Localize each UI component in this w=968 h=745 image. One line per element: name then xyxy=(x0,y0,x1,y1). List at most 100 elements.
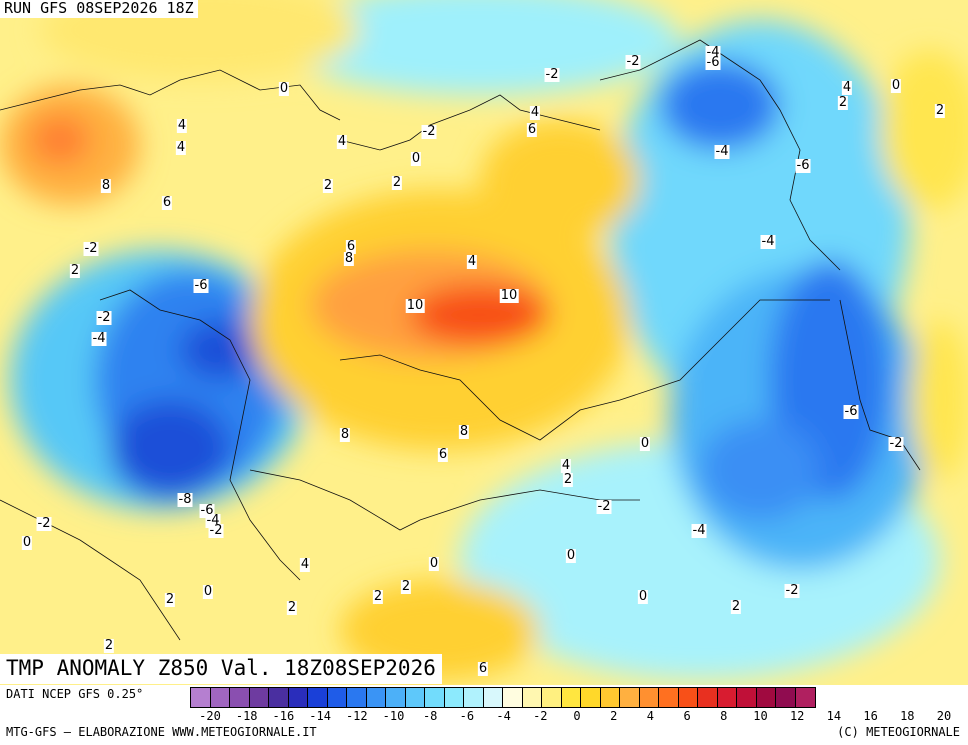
colorbar-tick: -6 xyxy=(459,709,475,723)
colorbar-tick: -18 xyxy=(235,709,258,723)
contour-label: -4 xyxy=(760,234,776,249)
contour-label: -2 xyxy=(544,67,560,82)
contour-label: 8 xyxy=(458,424,470,439)
contour-label: 4 xyxy=(175,140,187,155)
colorbar-tick: 14 xyxy=(826,709,842,723)
colorbar-swatch xyxy=(386,688,406,707)
colorbar-tick: 2 xyxy=(610,709,618,723)
copyright: (C) METEOGIORNALE xyxy=(837,725,960,739)
contour-label: 10 xyxy=(405,298,425,313)
contour-label: 0 xyxy=(890,78,902,93)
colorbar-swatch xyxy=(600,688,620,707)
colorbar-tick: 12 xyxy=(789,709,805,723)
contour-label: 2 xyxy=(730,599,742,614)
contour-label: 6 xyxy=(437,447,449,462)
anomaly-map xyxy=(0,0,968,685)
contour-label: 2 xyxy=(164,592,176,607)
contour-label: -4 xyxy=(714,144,730,159)
colorbar-tick: -10 xyxy=(382,709,405,723)
colorbar-swatch xyxy=(249,688,269,707)
colorbar-swatch xyxy=(561,688,581,707)
colorbar-tick: -14 xyxy=(309,709,331,723)
colorbar-swatch xyxy=(776,688,796,707)
colorbar-swatch xyxy=(678,688,698,707)
map-title: TMP ANOMALY Z850 Val. 18Z08SEP2026 xyxy=(0,654,442,684)
contour-label: -2 xyxy=(596,499,612,514)
colorbar-tick: 20 xyxy=(936,709,952,723)
colorbar-swatch xyxy=(542,688,562,707)
colorbar-swatch xyxy=(756,688,776,707)
colorbar-swatch xyxy=(464,688,484,707)
colorbar-swatch xyxy=(230,688,250,707)
contour-label: -2 xyxy=(888,436,904,451)
contour-label: 2 xyxy=(69,263,81,278)
contour-label: 0 xyxy=(278,81,290,96)
colorbar-swatch xyxy=(698,688,718,707)
colorbar-tick: 6 xyxy=(683,709,691,723)
contour-label: -2 xyxy=(96,310,112,325)
colorbar-tick: 8 xyxy=(720,709,728,723)
contour-label: 2 xyxy=(103,638,115,653)
contour-label: 0 xyxy=(637,589,649,604)
colorbar-swatch xyxy=(405,688,425,707)
colorbar-swatch xyxy=(737,688,757,707)
contour-label: 2 xyxy=(837,95,849,110)
anomaly-field xyxy=(0,0,968,685)
colorbar-swatch xyxy=(444,688,464,707)
colorbar-swatch xyxy=(210,688,230,707)
contour-label: 2 xyxy=(562,472,574,487)
contour-label: 8 xyxy=(339,427,351,442)
colorbar xyxy=(190,687,816,708)
contour-label: 2 xyxy=(391,175,403,190)
contour-label: 0 xyxy=(428,556,440,571)
contour-label: -2 xyxy=(421,124,437,139)
contour-label: -4 xyxy=(691,523,707,538)
contour-label: -6 xyxy=(795,158,811,173)
contour-label: -2 xyxy=(36,516,52,531)
contour-label: -2 xyxy=(83,241,99,256)
colorbar-swatch xyxy=(717,688,737,707)
colorbar-swatch xyxy=(620,688,640,707)
contour-label: -2 xyxy=(625,54,641,69)
contour-label: 0 xyxy=(21,535,33,550)
contour-label: 4 xyxy=(841,80,853,95)
contour-label: -6 xyxy=(843,404,859,419)
contour-label: -4 xyxy=(91,331,107,346)
colorbar-swatch xyxy=(503,688,523,707)
colorbar-tick: 0 xyxy=(573,709,581,723)
contour-label: -6 xyxy=(193,278,209,293)
colorbar-tick: -2 xyxy=(533,709,548,723)
contour-label: 4 xyxy=(299,557,311,572)
contour-label: -6 xyxy=(705,55,721,70)
contour-label: 4 xyxy=(529,105,541,120)
colorbar-tick: 16 xyxy=(863,709,878,723)
contour-label: 4 xyxy=(336,134,348,149)
colorbar-tick: 18 xyxy=(900,709,915,723)
contour-label: 2 xyxy=(400,579,412,594)
run-label: RUN GFS 08SEP2026 18Z xyxy=(0,0,198,18)
contour-label: 0 xyxy=(202,584,214,599)
contour-label: 8 xyxy=(100,178,112,193)
contour-label: -2 xyxy=(208,523,224,538)
contour-label: 2 xyxy=(286,600,298,615)
contour-label: 6 xyxy=(161,195,173,210)
colorbar-tick: -8 xyxy=(422,709,438,723)
colorbar-swatch xyxy=(327,688,347,707)
data-source: DATI NCEP GFS 0.25° xyxy=(6,687,144,701)
contour-label: 2 xyxy=(322,178,334,193)
colorbar-swatch xyxy=(483,688,503,707)
contour-label: 0 xyxy=(565,548,577,563)
contour-label: 4 xyxy=(466,254,478,269)
colorbar-tick: 10 xyxy=(753,709,768,723)
contour-label: 10 xyxy=(499,288,519,303)
contour-label: 4 xyxy=(560,458,572,473)
contour-label: 0 xyxy=(639,436,651,451)
colorbar-swatch xyxy=(425,688,445,707)
colorbar-swatch xyxy=(795,688,815,707)
colorbar-swatch xyxy=(191,688,211,707)
contour-label: 8 xyxy=(343,251,355,266)
colorbar-tick: 4 xyxy=(646,709,655,723)
contour-label: 6 xyxy=(526,122,538,137)
contour-label: 6 xyxy=(345,239,357,254)
colorbar-tick: -12 xyxy=(345,709,368,723)
